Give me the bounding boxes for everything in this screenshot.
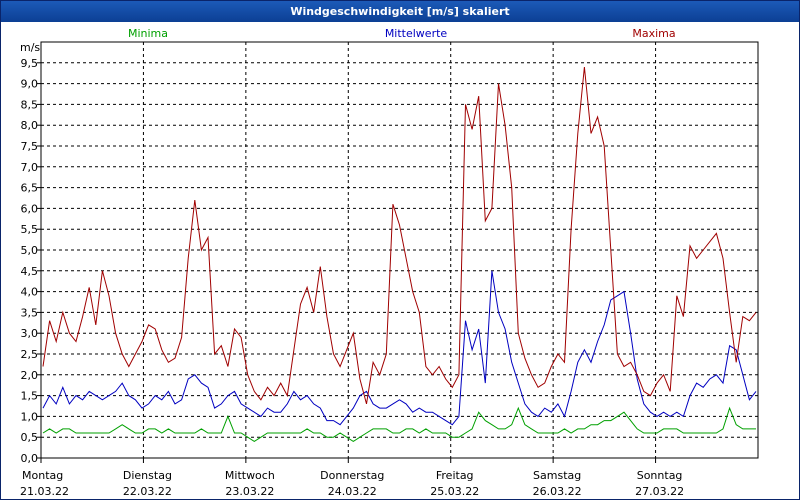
y-tick-label: 8,5 <box>21 98 39 111</box>
y-tick-label: 5,5 <box>21 223 39 236</box>
x-tick-weekday: Donnerstag <box>320 469 384 482</box>
x-axis-labels: Montag 21.03.22 Dienstag 22.03.22 Mittwoch 23… <box>20 458 684 498</box>
x-tick-date: 26.03.22 <box>533 485 582 498</box>
y-tick-label: 7,0 <box>21 161 39 174</box>
y-tick-label: 7,5 <box>21 140 39 153</box>
x-tick-date: 23.03.22 <box>225 485 274 498</box>
y-axis-label: m/s <box>20 41 40 54</box>
y-tick-label: 0,0 <box>21 452 39 465</box>
y-tick-label: 2,5 <box>21 348 39 361</box>
y-tick-label: 2,0 <box>21 369 39 382</box>
x-tick-date: 21.03.22 <box>20 485 69 498</box>
legend-entry-mittelwerte: Mittelwerte <box>385 27 448 40</box>
x-tick-weekday: Mittwoch <box>225 469 275 482</box>
legend: Minima Mittelwerte Maxima <box>128 27 676 40</box>
y-tick-label: 8,0 <box>21 119 39 132</box>
y-tick-label: 0,5 <box>21 431 39 444</box>
plot-frame <box>40 41 759 459</box>
x-tick-date: 27.03.22 <box>635 485 684 498</box>
series-lines <box>42 66 757 442</box>
y-tick-label: 3,5 <box>21 306 39 319</box>
series-line-mittelwerte <box>42 270 757 426</box>
x-tick-weekday: Samstag <box>533 469 581 482</box>
series-line-maxima <box>42 66 757 405</box>
chart-background <box>1 22 799 499</box>
x-tick-weekday: Montag <box>22 469 63 482</box>
legend-entry-minima: Minima <box>128 27 168 40</box>
y-tick-label: 5,0 <box>21 244 39 257</box>
x-tick-weekday: Sonntag <box>637 469 683 482</box>
y-tick-label: 4,0 <box>21 286 39 299</box>
y-tick-label: 6,5 <box>21 182 39 195</box>
y-tick-label: 4,5 <box>21 265 39 278</box>
y-tick-label: 1,0 <box>21 410 39 423</box>
window-title: Windgeschwindigkeit [m/s] skaliert <box>1 1 799 22</box>
x-tick-weekday: Dienstag <box>123 469 172 482</box>
x-tick-weekday: Freitag <box>436 469 474 482</box>
y-tick-label: 9,0 <box>21 78 39 91</box>
series-line-minima <box>42 406 756 442</box>
legend-entry-maxima: Maxima <box>632 27 675 40</box>
y-axis-ticks: 0,0 0,5 1,0 1,5 2,0 2,5 3,0 3,5 4,0 4,5 5,0 5,5 6,0 6… <box>21 57 41 465</box>
y-tick-label: 6,0 <box>21 202 39 215</box>
y-tick-label: 9,5 <box>21 57 39 70</box>
y-tick-label: 1,5 <box>21 390 39 403</box>
x-tick-date: 24.03.22 <box>328 485 377 498</box>
x-tick-date: 25.03.22 <box>430 485 479 498</box>
x-tick-date: 22.03.22 <box>123 485 172 498</box>
y-tick-label: 3,0 <box>21 327 39 340</box>
